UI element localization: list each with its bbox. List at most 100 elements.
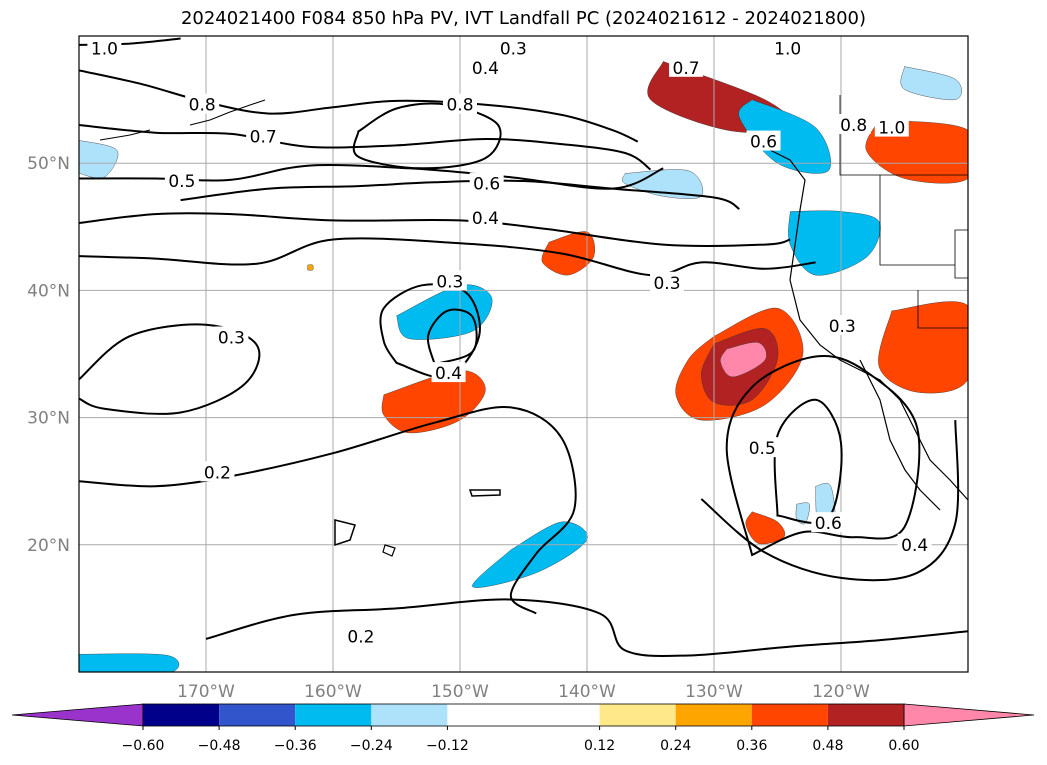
contour-line-10 <box>79 323 261 415</box>
contour-label-bg <box>87 37 122 58</box>
contour-label-bg <box>825 315 860 336</box>
pv-fill-region-4 <box>541 231 595 276</box>
contour-label-bg <box>746 130 781 151</box>
contour-label-1: 0.3 <box>500 40 527 60</box>
contour-label-layer: 1.0 0.30.4 0.71.00.8 0.80.7 0.60.8 1.00.5 0.60… <box>87 37 932 647</box>
contour-label-bg <box>745 437 780 458</box>
colorbar-segment <box>295 704 372 726</box>
lat-tick-label: 40°N <box>27 281 70 301</box>
map-frame <box>78 35 969 673</box>
contour-line-2 <box>352 102 502 170</box>
lon-tick-label: 170°W <box>177 682 235 702</box>
pv-fill-region-18 <box>900 66 962 101</box>
contour-label-bg <box>431 362 466 383</box>
contour-label-bg <box>897 533 932 554</box>
contour-label-bg <box>432 270 467 291</box>
colorbar: −0.60 −0.48 −0.36 −0.24 −0.12 0.12 0.24 0.36 0.4… <box>11 703 1035 754</box>
lon-tick-label: 150°W <box>431 682 489 702</box>
colorbar-segment <box>675 704 752 726</box>
lon-tick-label: 130°W <box>685 682 743 702</box>
contour-label-0: 1.0 <box>91 40 118 60</box>
contour-label-bg <box>185 93 220 114</box>
coastlines <box>99 95 968 557</box>
contour-label-bg <box>496 37 531 58</box>
colorbar-tick-label: 0.24 <box>660 738 691 754</box>
gridlines <box>79 36 968 672</box>
contour-line-7 <box>79 237 816 277</box>
colorbar-segment <box>447 704 600 726</box>
contour-label-bg <box>468 56 503 77</box>
contour-label-3: 0.7 <box>673 59 700 79</box>
contour-label-7: 0.7 <box>250 127 277 147</box>
contour-label-bg <box>650 271 685 292</box>
contour-line-9 <box>426 308 478 366</box>
colorbar-tick-label: 0.12 <box>584 738 615 754</box>
pv-fill-region-10 <box>472 521 588 588</box>
colorbar-tick-label: 0.36 <box>736 738 767 754</box>
contour-label-9: 0.8 <box>840 116 867 136</box>
colorbar-extend-max <box>903 703 1035 727</box>
contour-label-bg <box>836 114 871 135</box>
pv-fill-region-13 <box>79 653 180 672</box>
contour-label-22: 0.4 <box>901 536 928 556</box>
contour-line-15 <box>700 420 960 582</box>
colorbar-tick-label: −0.60 <box>122 738 165 754</box>
colorbar-tick-label: −0.36 <box>274 738 317 754</box>
lat-tick-label: 20°N <box>27 536 70 556</box>
colorbar-segment <box>219 704 296 726</box>
lon-tick-label: 160°W <box>304 682 362 702</box>
contour-label-21: 0.6 <box>815 514 842 534</box>
pv-fill-region-14 <box>79 140 119 179</box>
colorbar-tick-label: 0.48 <box>812 738 843 754</box>
contour-label-10: 1.0 <box>878 119 905 139</box>
contour-label-bg <box>443 93 477 114</box>
pv-fill-region-2 <box>720 342 767 378</box>
colorbar-segment <box>751 704 828 726</box>
contour-label-6: 0.8 <box>446 96 473 116</box>
contour-label-bg <box>770 37 805 58</box>
contour-label-19: 0.5 <box>749 439 776 459</box>
contour-line-6 <box>79 212 791 247</box>
pv-fill-layer <box>79 61 968 672</box>
contour-line-12 <box>205 598 968 657</box>
colorbar-segment <box>371 704 448 726</box>
colorbar-tick-label: 0.60 <box>888 738 919 754</box>
pv-fill-region-12 <box>738 99 831 174</box>
chart-title: 2024021400 F084 850 hPa PV, IVT Landfall… <box>180 8 867 29</box>
contour-label-bg <box>200 461 235 482</box>
contour-label-bg <box>811 512 846 533</box>
pv-fill-region-11 <box>788 210 881 276</box>
contour-label-11: 0.5 <box>168 172 195 192</box>
colorbar-segment <box>599 704 676 726</box>
contour-line-3 <box>79 124 652 171</box>
lon-tick-label: 120°W <box>812 682 870 702</box>
contour-label-2: 0.4 <box>472 59 499 79</box>
colorbar-frame <box>142 703 905 727</box>
contour-label-18: 0.4 <box>435 364 462 384</box>
lat-tick-label: 50°N <box>27 154 70 174</box>
pv-fill-region-15 <box>622 169 704 199</box>
axis-labels: 170°W 160°W 150°W 140°W 130°W 120°W 20°N 30°N 40… <box>27 154 870 702</box>
contour-label-bg <box>343 625 378 646</box>
colorbar-segment <box>827 704 904 726</box>
contour-label-bg <box>246 125 281 146</box>
contour-label-bg <box>669 56 704 77</box>
contour-label-14: 0.3 <box>653 274 680 294</box>
pv-fill-region-19 <box>307 264 314 271</box>
contour-label-bg <box>874 116 909 137</box>
lon-tick-label: 140°W <box>558 682 616 702</box>
contour-label-5: 0.8 <box>189 96 216 116</box>
contour-label-4: 1.0 <box>774 40 801 60</box>
colorbar-segment <box>143 704 220 726</box>
contour-label-17: 0.3 <box>218 328 245 348</box>
contour-label-bg <box>469 172 504 193</box>
colorbar-tick-label: −0.48 <box>198 738 241 754</box>
pv-fill-region-7 <box>878 301 968 394</box>
colorbar-tick-label: −0.12 <box>426 738 469 754</box>
contour-label-20: 0.2 <box>204 463 231 483</box>
contour-label-bg <box>164 170 199 191</box>
contour-label-16: 0.3 <box>829 317 856 337</box>
contour-label-bg <box>468 206 503 227</box>
lat-tick-label: 30°N <box>27 409 70 429</box>
